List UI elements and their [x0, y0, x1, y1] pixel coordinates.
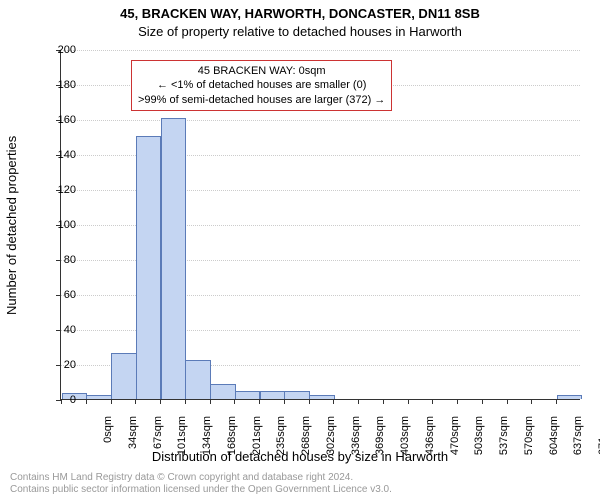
y-tick-label: 120	[46, 184, 76, 196]
gridline	[61, 120, 580, 121]
y-tick-label: 140	[46, 149, 76, 161]
x-tick	[234, 399, 235, 404]
x-tick-label: 235sqm	[275, 416, 287, 466]
x-tick	[333, 399, 334, 404]
annotation-line1: 45 BRACKEN WAY: 0sqm	[138, 64, 385, 78]
y-tick-label: 0	[46, 394, 76, 406]
x-tick	[259, 399, 260, 404]
x-tick-label: 436sqm	[424, 416, 436, 466]
x-tick	[383, 399, 384, 404]
annotation-line3: >99% of semi-detached houses are larger …	[138, 93, 385, 107]
x-tick	[135, 399, 136, 404]
histogram-bar	[235, 391, 261, 399]
x-tick-label: 470sqm	[449, 416, 461, 466]
footer-line1: Contains HM Land Registry data © Crown c…	[10, 472, 392, 484]
x-tick	[309, 399, 310, 404]
histogram-bar	[185, 360, 211, 400]
x-tick	[86, 399, 87, 404]
x-tick-label: 168sqm	[226, 416, 238, 466]
x-tick-label: 201sqm	[251, 416, 263, 466]
histogram-bar	[284, 391, 310, 399]
histogram-bar	[136, 136, 162, 400]
x-tick	[111, 399, 112, 404]
y-tick-label: 180	[46, 79, 76, 91]
x-tick-label: 403sqm	[399, 416, 411, 466]
x-tick-label: 34sqm	[127, 416, 139, 466]
x-tick	[556, 399, 557, 404]
x-tick	[531, 399, 532, 404]
x-tick	[185, 399, 186, 404]
x-tick-label: 604sqm	[548, 416, 560, 466]
x-tick-label: 101sqm	[176, 416, 188, 466]
y-tick-label: 80	[46, 254, 76, 266]
x-tick-label: 503sqm	[473, 416, 485, 466]
y-tick-label: 20	[46, 359, 76, 371]
x-tick-label: 134sqm	[201, 416, 213, 466]
y-tick-label: 40	[46, 324, 76, 336]
x-tick	[457, 399, 458, 404]
histogram-bar	[557, 395, 583, 400]
x-tick-label: 302sqm	[325, 416, 337, 466]
x-tick-label: 369sqm	[374, 416, 386, 466]
histogram-bar	[260, 391, 286, 399]
x-tick-label: 268sqm	[300, 416, 312, 466]
x-tick	[408, 399, 409, 404]
chart-title-line1: 45, BRACKEN WAY, HARWORTH, DONCASTER, DN…	[0, 6, 600, 21]
x-tick	[210, 399, 211, 404]
histogram-bar	[309, 395, 335, 400]
x-tick-label: 67sqm	[152, 416, 164, 466]
y-tick-label: 160	[46, 114, 76, 126]
gridline	[61, 50, 580, 51]
chart-container: 45, BRACKEN WAY, HARWORTH, DONCASTER, DN…	[0, 0, 600, 500]
annotation-line2: ← <1% of detached houses are smaller (0)	[138, 78, 385, 92]
chart-title-line2: Size of property relative to detached ho…	[0, 24, 600, 39]
histogram-bar	[86, 395, 112, 400]
footer-attribution: Contains HM Land Registry data © Crown c…	[10, 472, 392, 496]
x-tick-label: 637sqm	[572, 416, 584, 466]
x-tick	[358, 399, 359, 404]
annotation-box: 45 BRACKEN WAY: 0sqm ← <1% of detached h…	[131, 60, 392, 111]
footer-line2: Contains public sector information licen…	[10, 484, 392, 496]
x-tick-label: 336sqm	[350, 416, 362, 466]
histogram-bar	[161, 118, 187, 399]
x-tick	[507, 399, 508, 404]
x-tick	[482, 399, 483, 404]
histogram-bar	[210, 384, 236, 399]
x-tick	[432, 399, 433, 404]
y-tick-label: 60	[46, 289, 76, 301]
x-tick-label: 0sqm	[102, 416, 114, 466]
y-axis-label: Number of detached properties	[4, 135, 19, 314]
x-tick	[284, 399, 285, 404]
x-tick	[160, 399, 161, 404]
histogram-bar	[111, 353, 137, 400]
y-tick-label: 200	[46, 44, 76, 56]
plot-area: 45 BRACKEN WAY: 0sqm ← <1% of detached h…	[60, 50, 580, 400]
y-tick-label: 100	[46, 219, 76, 231]
x-tick-label: 570sqm	[523, 416, 535, 466]
x-tick-label: 537sqm	[498, 416, 510, 466]
